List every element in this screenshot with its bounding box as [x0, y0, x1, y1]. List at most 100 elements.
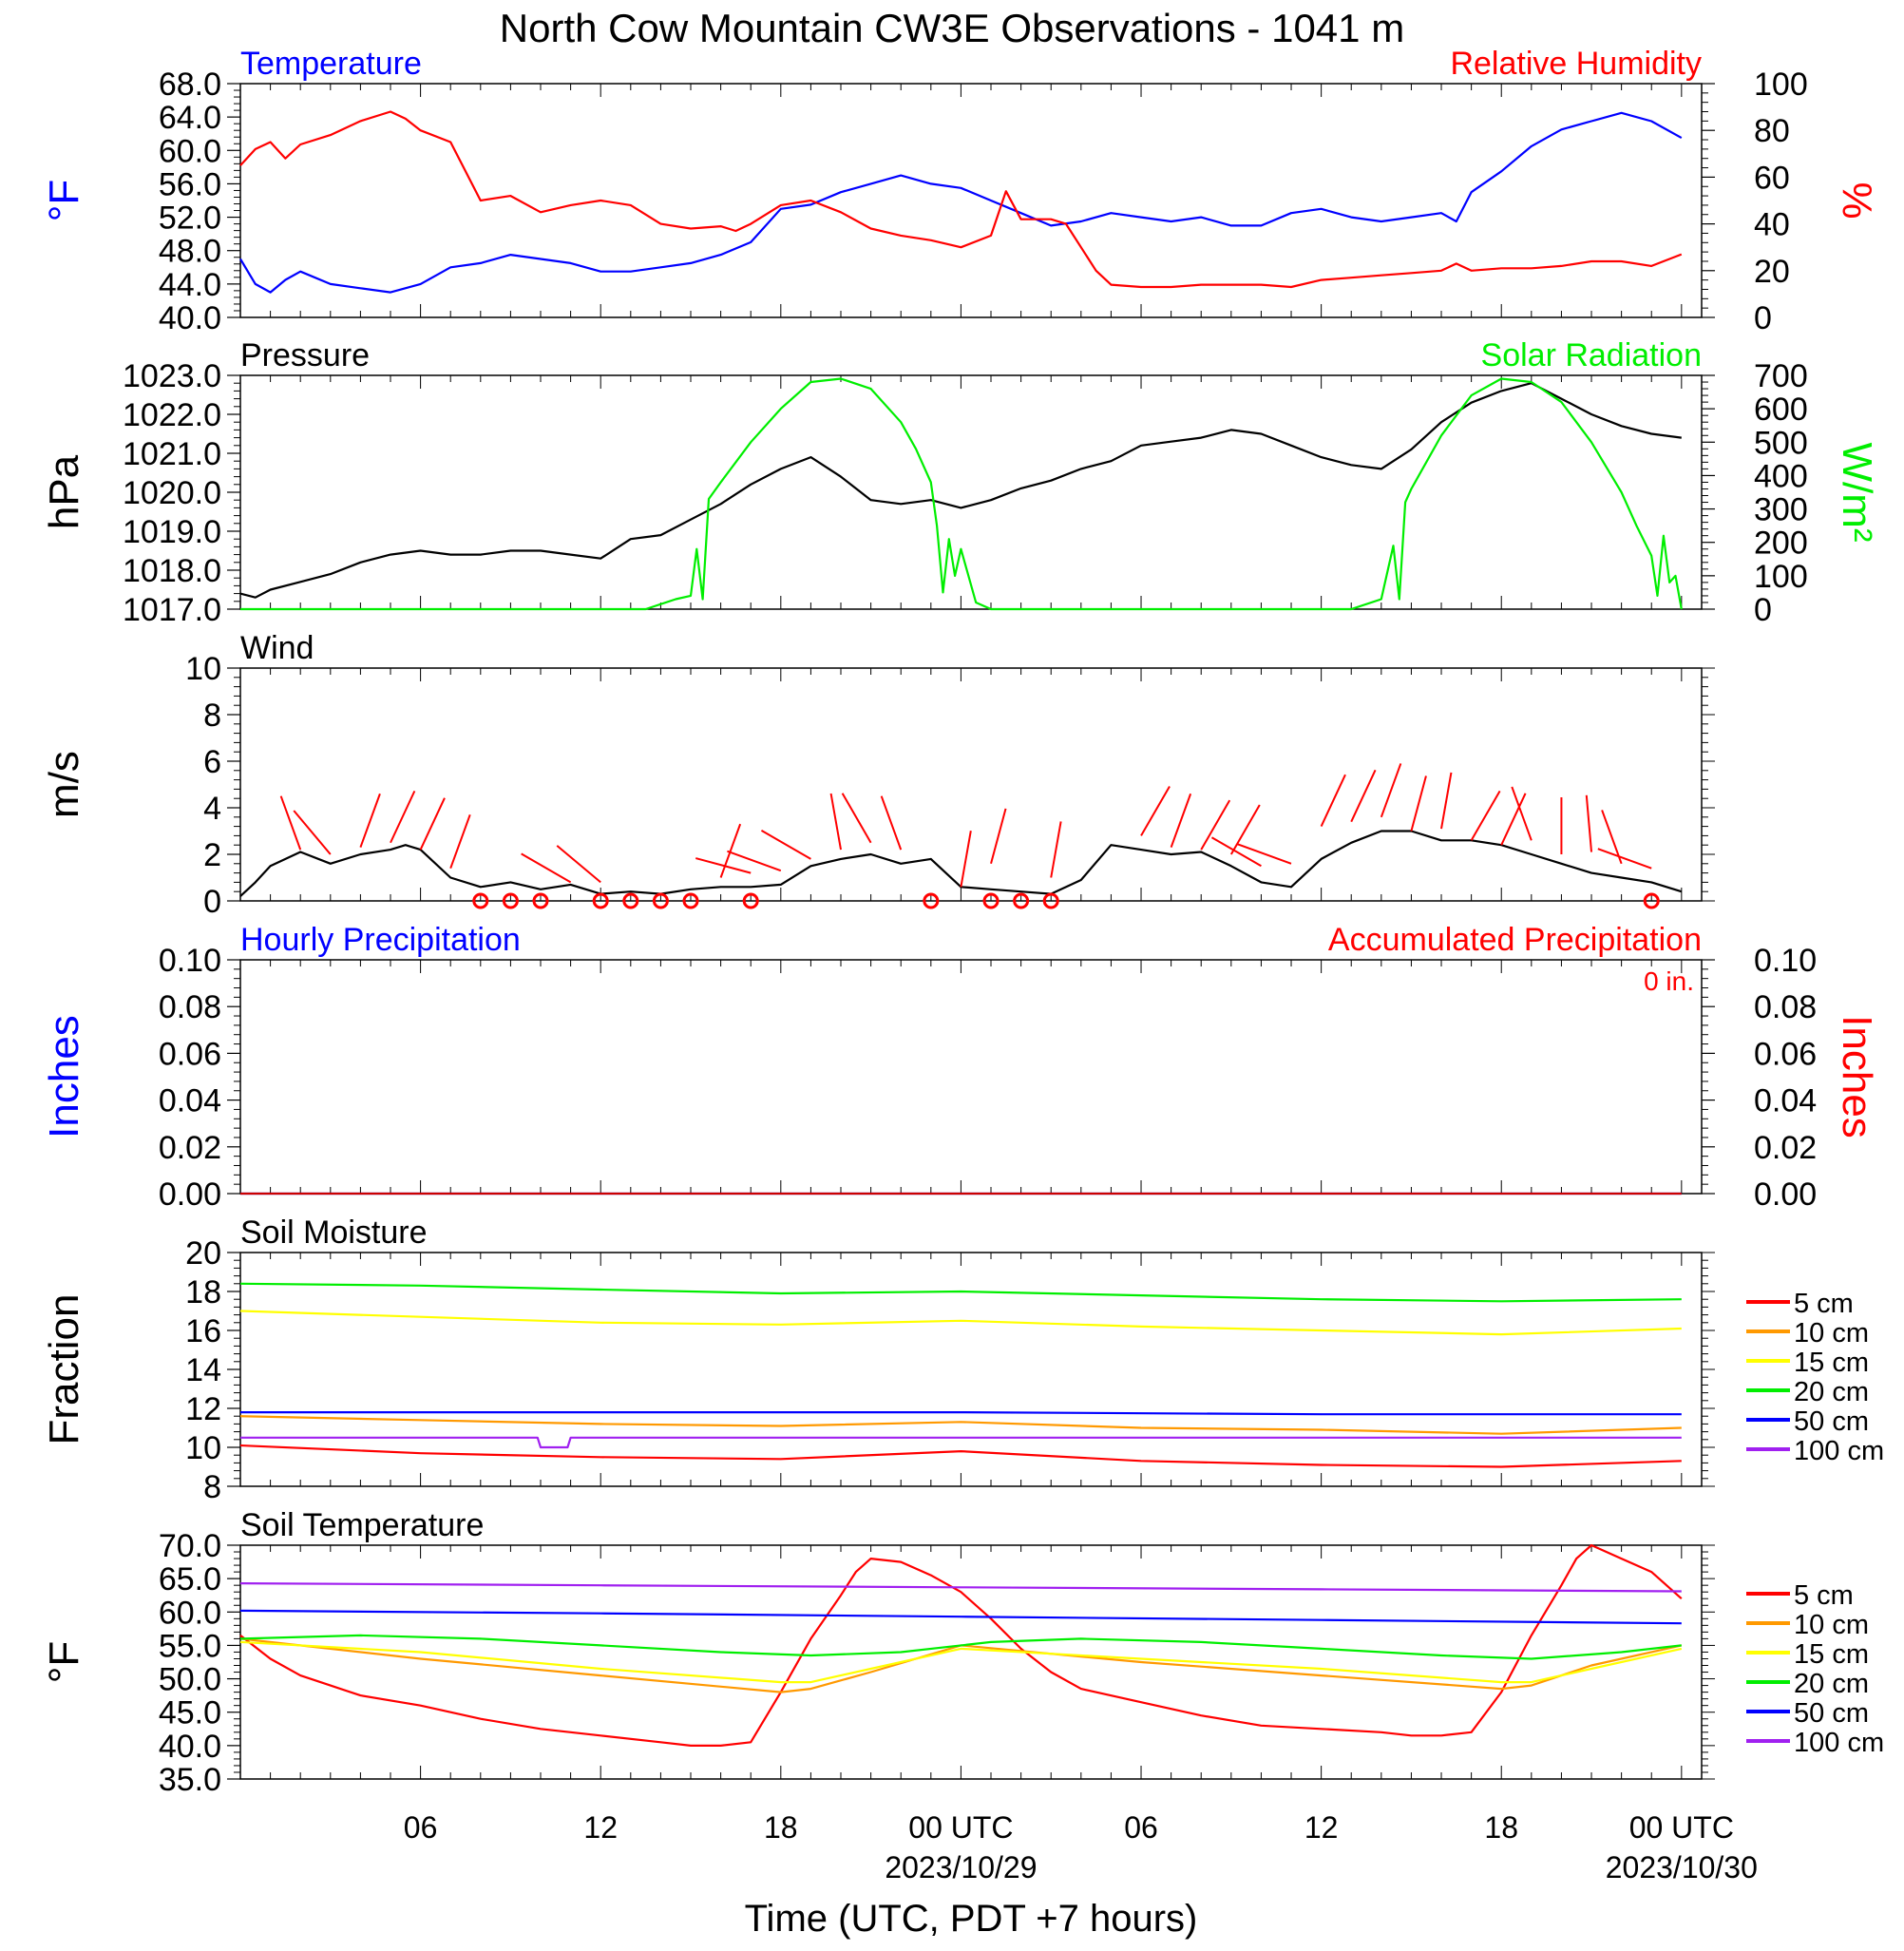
legend-label: 5 cm [1794, 1289, 1854, 1319]
panel-title-left: Pressure [240, 337, 370, 373]
calm-circle [502, 892, 519, 909]
y-axis-label-right: W/m² [1834, 442, 1880, 542]
wind-barb [1170, 793, 1192, 848]
wind-barb [1200, 799, 1231, 851]
series-line [239, 1444, 1682, 1468]
legend-label: 100 cm [1794, 1436, 1884, 1466]
y-tick-label-left: 12 [185, 1391, 221, 1427]
panel-annotation: 0 in. [1644, 966, 1694, 996]
y-tick-label-left: 1017.0 [123, 592, 221, 628]
y-tick-label-left: 0.10 [159, 943, 221, 979]
legend-label: 100 cm [1794, 1728, 1884, 1758]
chart-title: North Cow Mountain CW3E Observations - 1… [500, 6, 1404, 50]
y-tick-label-right: 0.04 [1754, 1083, 1817, 1119]
y-tick-label-right: 0.02 [1754, 1130, 1817, 1166]
wind-barb [1500, 793, 1527, 846]
y-tick-label-right: 20 [1754, 254, 1790, 290]
y-axis-label-left: Fraction [41, 1294, 87, 1445]
y-tick-label-left: 18 [185, 1274, 221, 1310]
y-tick-label-right: 0.10 [1754, 943, 1817, 979]
series-line [239, 1310, 1682, 1336]
legend-label: 50 cm [1794, 1406, 1869, 1437]
panel-title-left: Soil Moisture [240, 1215, 428, 1251]
legend-label: 5 cm [1794, 1580, 1854, 1611]
y-axis-label-right: % [1834, 182, 1880, 219]
series-line [239, 1609, 1682, 1625]
y-tick-label-right: 300 [1754, 492, 1808, 528]
x-tick-label: 00 UTC [1629, 1810, 1734, 1845]
y-tick-label-left: 48.0 [159, 234, 221, 270]
wind-barb [1350, 769, 1377, 823]
y-tick-label-right: 400 [1754, 458, 1808, 494]
y-tick-label-left: 1018.0 [123, 553, 221, 589]
series-line [239, 830, 1683, 897]
y-tick-label-left: 20 [185, 1235, 221, 1272]
y-tick-label-right: 200 [1754, 526, 1808, 562]
wind-barb [727, 850, 782, 872]
y-axis-label-left: °F [41, 1641, 87, 1683]
calm-circle [982, 892, 1000, 909]
wind-barb [880, 795, 903, 851]
panel-title-right: Relative Humidity [1450, 46, 1702, 82]
legend-label: 20 cm [1794, 1669, 1869, 1699]
y-tick-label-left: 2 [203, 837, 221, 873]
y-tick-label-right: 0 [1754, 592, 1772, 628]
calm-circle [472, 892, 489, 909]
y-tick-label-left: 50.0 [159, 1662, 221, 1698]
calm-circle [532, 892, 549, 909]
series-line [239, 1282, 1682, 1303]
wind-barb [1050, 821, 1062, 878]
series-line [240, 1410, 1682, 1416]
panel-title-left: Temperature [240, 46, 422, 82]
panel-title-right: Solar Radiation [1481, 337, 1702, 373]
panel-precipitation: 0.00 0.02 0.04 0.06 0.08 0.10 0.00 0.02 0.04 0.06… [41, 922, 1880, 1213]
y-tick-label-left: 64.0 [159, 100, 221, 136]
calm-circle [742, 892, 759, 909]
panel-title-left: Wind [240, 630, 314, 666]
wind-barb [1601, 810, 1623, 865]
series-line [240, 1436, 1682, 1449]
x-tick-label: 06 [404, 1810, 438, 1845]
wind-barb [990, 808, 1007, 865]
y-tick-label-left: 1023.0 [123, 358, 221, 394]
y-tick-label-left: 10 [185, 1430, 221, 1466]
y-axis-label-left: Inches [41, 1015, 87, 1138]
x-tick-label: 00 UTC [908, 1810, 1013, 1845]
series-line [239, 1581, 1682, 1593]
calm-circle [622, 892, 639, 909]
y-tick-label-left: 1021.0 [123, 436, 221, 472]
series-line [239, 1634, 1682, 1660]
y-tick-label-right: 700 [1754, 358, 1808, 394]
wind-barb [359, 793, 381, 848]
y-tick-label-right: 0.00 [1754, 1176, 1817, 1213]
wind-barb [1597, 848, 1652, 870]
wind-barb [390, 790, 416, 844]
y-tick-label-left: 55.0 [159, 1628, 221, 1664]
series-line [239, 110, 1683, 289]
y-tick-label-left: 56.0 [159, 166, 221, 202]
y-tick-label-right: 100 [1754, 559, 1808, 595]
wind-barb [1320, 774, 1346, 828]
wind-barb [1511, 786, 1533, 841]
y-tick-label-left: 68.0 [159, 67, 221, 103]
y-tick-label-left: 40.0 [159, 300, 221, 336]
wind-barb [1380, 763, 1402, 818]
y-tick-label-right: 100 [1754, 67, 1808, 103]
y-tick-label-left: 1022.0 [123, 397, 221, 433]
calm-circle [682, 892, 699, 909]
wind-barb [841, 793, 872, 844]
plot-frame [239, 374, 1703, 610]
plot-frame [239, 1544, 1703, 1780]
wind-barb [760, 830, 811, 860]
y-tick-label-right: 500 [1754, 425, 1808, 461]
calm-circle [923, 892, 940, 909]
panel-title-right: Accumulated Precipitation [1328, 922, 1702, 958]
x-tick-label: 18 [1484, 1810, 1518, 1845]
y-tick-label-left: 8 [203, 698, 221, 734]
wind-barb [449, 813, 471, 870]
x-tick-label: 06 [1124, 1810, 1158, 1845]
